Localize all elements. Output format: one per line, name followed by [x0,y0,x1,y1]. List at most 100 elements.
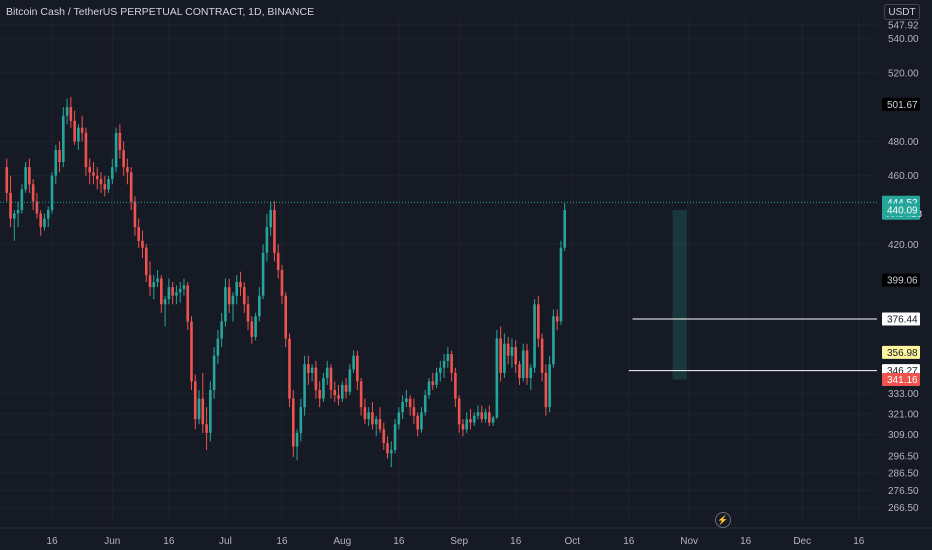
candle [186,282,190,330]
candle [126,158,129,185]
candle-body [84,132,88,168]
candle-body [431,381,435,385]
candle-body [420,412,423,430]
time-axis[interactable]: 16 Jun 16 Jul 16 Aug 16 Sep 16 Oct 16 Nov 16 Dec 16 [0,527,932,547]
candle [269,201,272,236]
candle-body [540,338,544,373]
candle-body [24,167,27,190]
candle-body [73,120,76,142]
candle-body [548,364,551,408]
candle [552,309,555,368]
candle [521,343,525,382]
candle [95,167,99,190]
candle [461,419,465,437]
candles [5,96,567,468]
price-tick-label: 266.50 [888,503,919,514]
candle [510,338,514,368]
candle [182,278,186,296]
candle-body [13,213,16,219]
candle [20,184,24,214]
candle-body [518,364,521,378]
price-label-text: 376.44 [887,314,918,325]
candle [525,343,529,385]
candle-body [103,184,107,190]
candle [340,381,344,402]
candle-body [209,390,212,433]
candle [325,360,329,385]
price-label: 501.67 [882,97,920,111]
candle [193,374,197,430]
candle-body [250,321,254,337]
candle [114,127,118,173]
candle-body [401,402,404,413]
candle [9,175,12,228]
candle [46,206,50,228]
candle [16,201,20,228]
candle-body [503,343,506,373]
candle [491,415,495,426]
candle-body [239,282,242,288]
price-label: 376.44 [882,312,920,326]
candle-body [122,150,125,168]
candle-body [54,150,58,176]
candle-body [559,247,563,322]
candle [529,364,533,390]
horizontal-levels[interactable] [628,318,877,372]
candle-body [469,419,472,423]
candle-body [352,355,355,370]
candle-body [193,381,197,420]
price-label-box [882,273,920,287]
candle-body [533,304,536,368]
candle [273,201,276,262]
candle [427,378,431,399]
candle [99,172,103,193]
candle [5,158,9,202]
candle [514,340,518,373]
candle [73,110,76,145]
candle [80,115,84,142]
candle [205,407,208,450]
time-tick-label: Nov [680,536,698,547]
candle-body [80,127,84,133]
candle-body [348,369,352,392]
candle-body [337,395,340,399]
candle-body [555,316,559,322]
candle [344,378,348,399]
candle [242,282,246,313]
candle [190,316,193,390]
candle [333,381,337,402]
candle [397,407,401,430]
price-label-text: 341.16 [887,375,918,386]
candle-body [299,407,303,433]
candle [371,402,374,430]
price-tick-label: 460.00 [888,171,919,182]
candle [469,408,472,430]
candle-body [269,210,272,228]
candle-body [427,381,431,396]
price-label-text: 356.98 [887,348,918,359]
candle-body [525,350,529,378]
time-tick-label: 16 [163,536,175,547]
price-tick-label: 321.00 [888,410,919,421]
candle-body [454,372,457,399]
candle-body [5,167,9,193]
price-label-text: 399.06 [887,276,918,287]
price-label: 341.16 [882,372,920,386]
highlight-zone [672,210,687,380]
candle-body [43,218,46,228]
candle [258,287,261,322]
candle [239,271,242,296]
price-label: 356.98 [882,345,920,359]
candle-body [107,179,110,190]
candle [488,405,491,426]
candle-body [439,367,442,373]
candle [465,412,468,433]
lightning-icon[interactable]: ⚡ [715,512,731,528]
currency-button[interactable]: USDT [884,4,920,20]
candle-body [231,295,235,305]
candle [69,96,73,128]
candle [163,295,167,327]
candle [533,299,536,373]
candle [499,326,502,382]
